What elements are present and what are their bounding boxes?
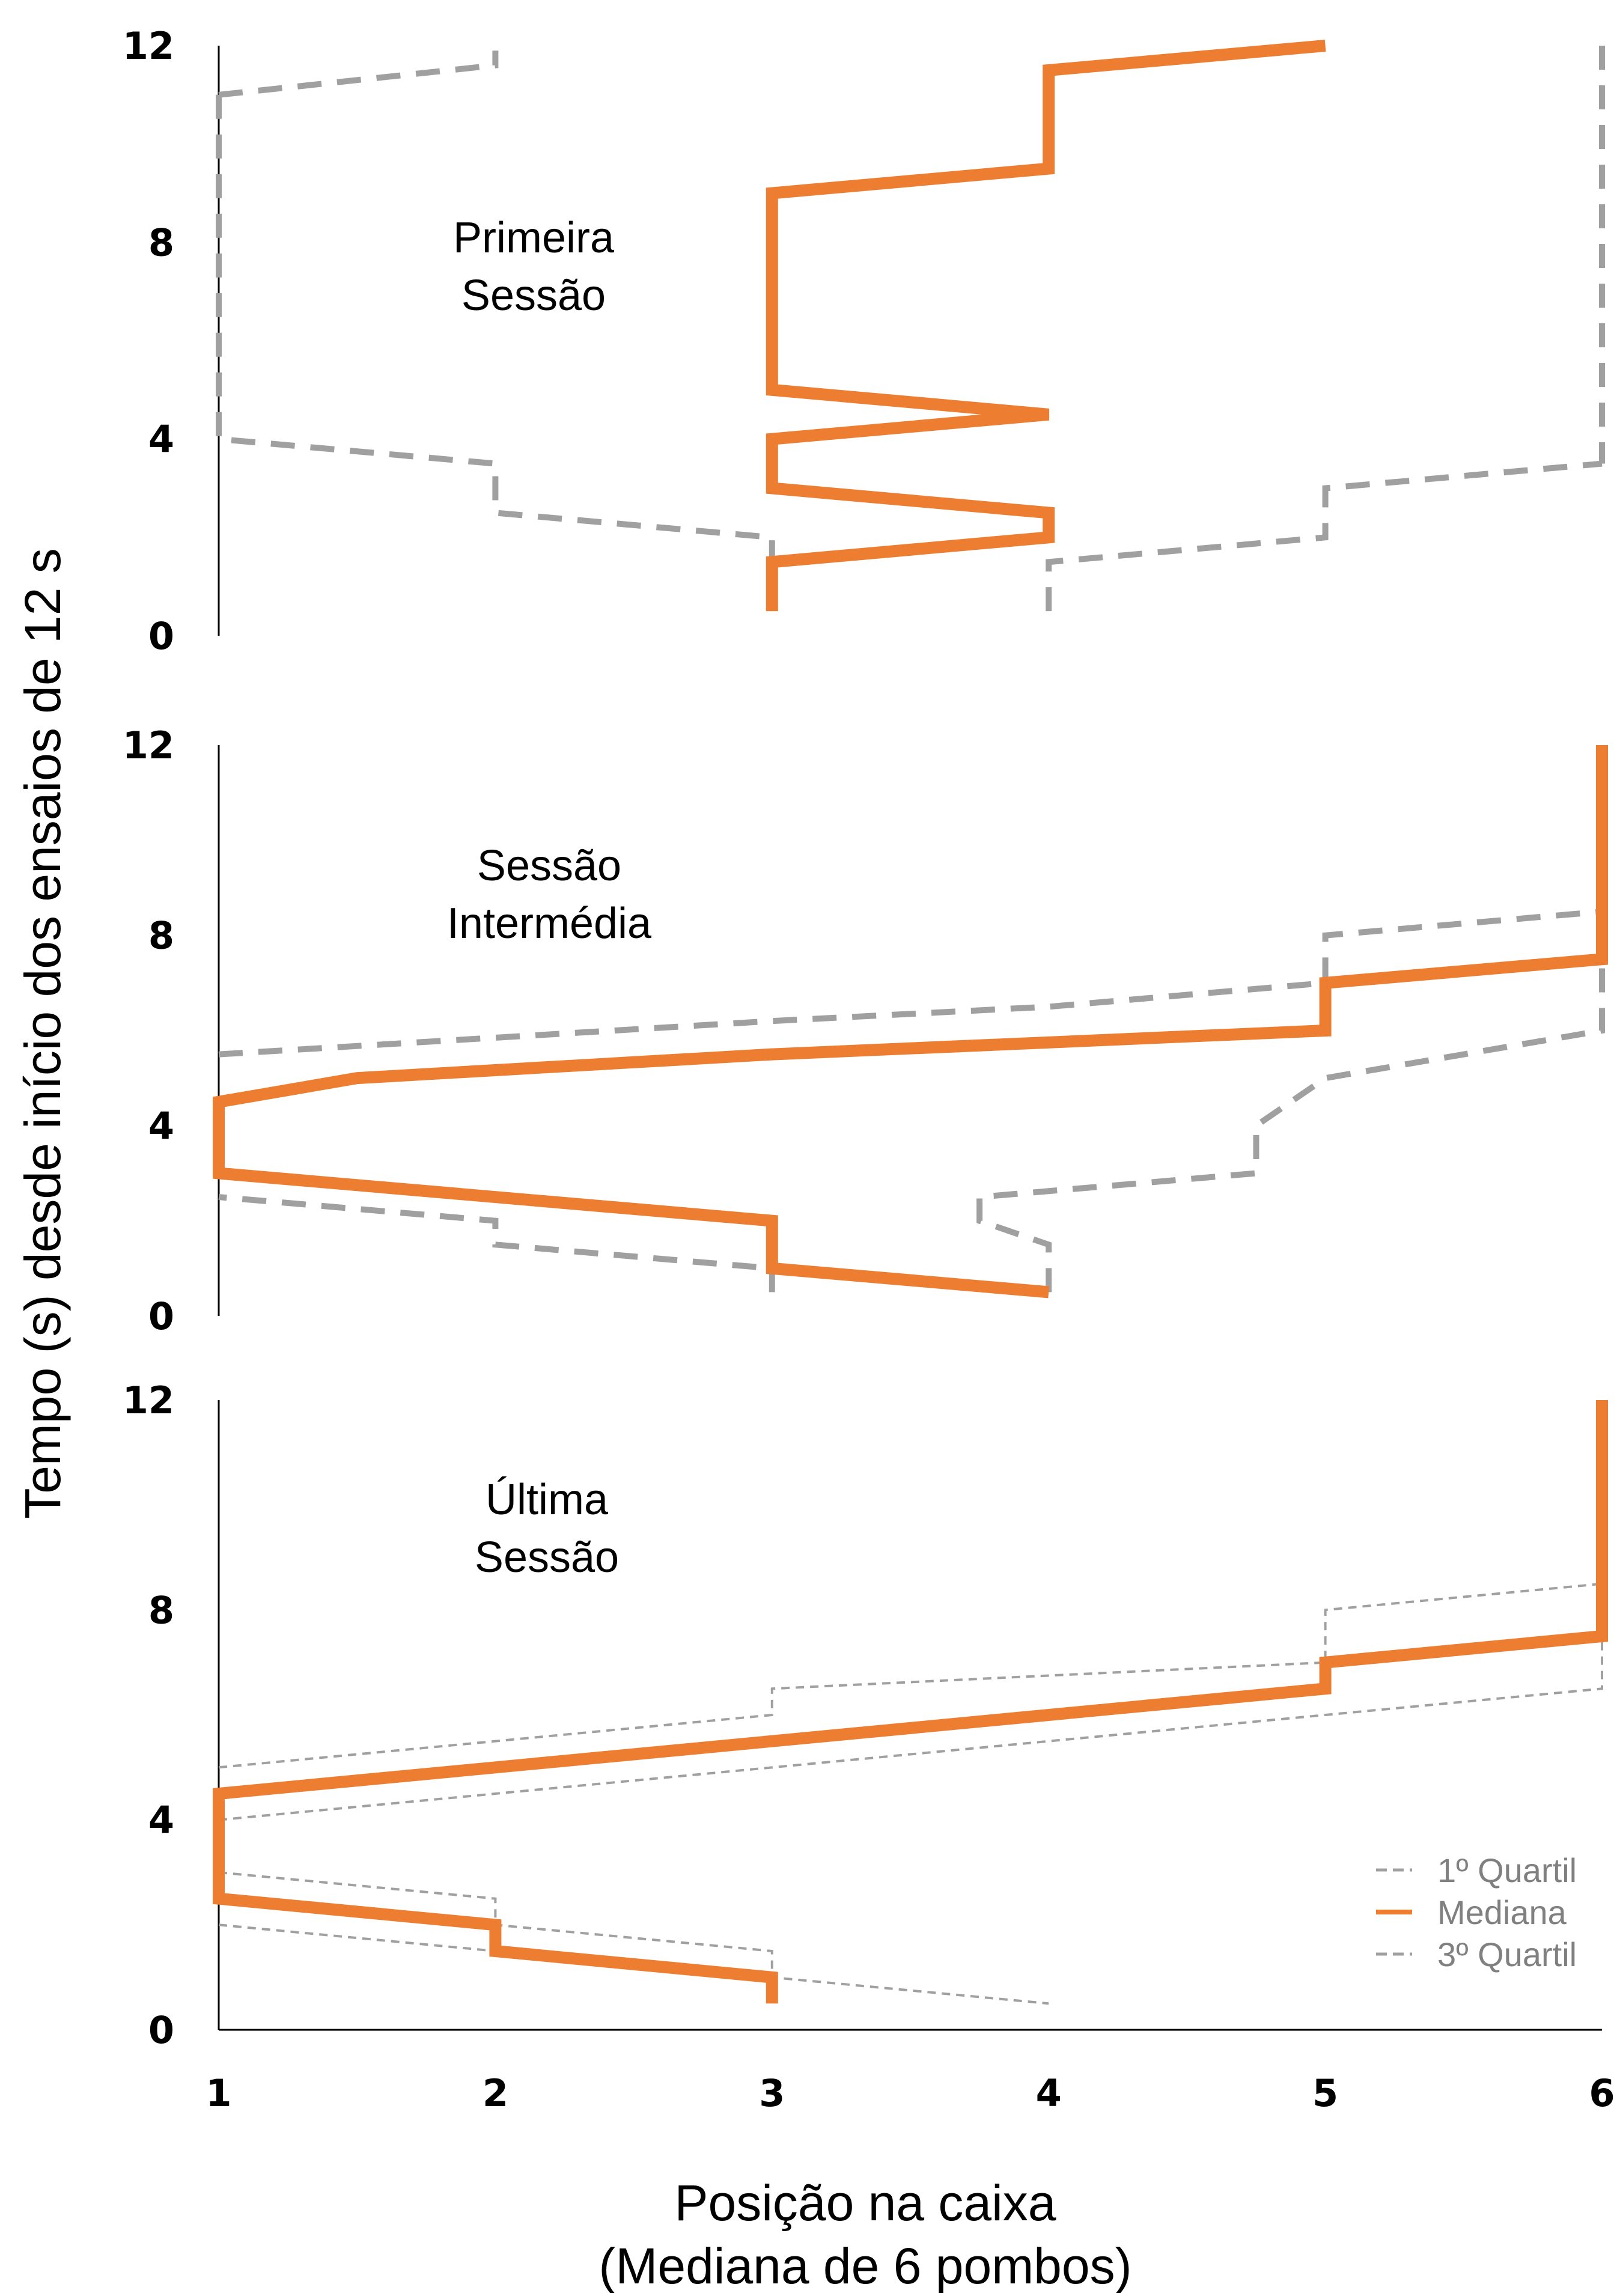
panel-label-line2-2: Intermédia — [447, 900, 652, 948]
y-tick-label-panel-1-0: 0 — [148, 614, 174, 658]
x-axis-title-line1: Posição na caixa — [674, 2175, 1056, 2231]
legend-label-2: Mediana — [1437, 1893, 1567, 1931]
median-line-panel-1 — [766, 40, 1326, 612]
q1-line-panel-1 — [216, 94, 775, 562]
y-tick-label-panel-3-0: 0 — [148, 2008, 174, 2052]
q1-b-line-panel-2 — [218, 745, 1605, 1058]
median-line-panel-3 — [213, 1400, 1608, 2004]
panel-label-line2-3: Sessão — [475, 1533, 619, 1582]
y-tick-label-panel-3-12: 12 — [123, 1378, 174, 1422]
q1-line-panel-3 — [218, 1871, 1049, 2005]
x-axis-title-line2: (Mediana de 6 pombos) — [598, 2238, 1131, 2293]
y-tick-label-panel-2-12: 12 — [123, 723, 174, 767]
y-tick-label-panel-1-12: 12 — [123, 24, 174, 68]
x-tick-label-5: 5 — [1312, 2071, 1338, 2115]
x-tick-label-4: 4 — [1036, 2071, 1062, 2115]
q1-b-line-panel-3 — [218, 1400, 1603, 1769]
y-axis-title: Tempo (s) desde início dos ensaios de 12… — [14, 548, 71, 1519]
y-tick-label-panel-3-8: 8 — [148, 1588, 174, 1632]
x-tick-label-2: 2 — [483, 2071, 508, 2115]
panel-label-line2-1: Sessão — [461, 272, 606, 320]
q3-line-panel-1 — [1046, 460, 1603, 612]
panel-label-line1-3: Última — [486, 1476, 609, 1524]
y-tick-label-panel-3-4: 4 — [148, 1798, 174, 1842]
panel-label-line1-1: Primeira — [453, 214, 615, 262]
y-tick-label-panel-2-0: 0 — [148, 1294, 174, 1338]
y-tick-label-panel-1-4: 4 — [148, 418, 174, 461]
y-tick-label-panel-2-8: 8 — [148, 914, 174, 958]
x-tick-label-6: 6 — [1589, 2071, 1614, 2115]
legend-label-3: 3º Quartil — [1437, 1935, 1577, 1973]
y-tick-label-panel-1-8: 8 — [148, 221, 174, 264]
q1-line-panel-2 — [218, 1194, 775, 1293]
panel-label-line1-2: Sessão — [477, 842, 621, 890]
x-tick-label-3: 3 — [759, 2071, 785, 2115]
legend-label-1: 1º Quartil — [1437, 1851, 1577, 1889]
q3-line-panel-2 — [976, 745, 1605, 1293]
median-line-panel-2 — [213, 745, 1608, 1299]
q1-top-line-panel-1 — [218, 50, 499, 98]
y-tick-label-panel-2-4: 4 — [148, 1104, 174, 1148]
x-tick-label-1: 1 — [206, 2071, 231, 2115]
q3-b-line-panel-3 — [218, 1400, 1603, 1821]
